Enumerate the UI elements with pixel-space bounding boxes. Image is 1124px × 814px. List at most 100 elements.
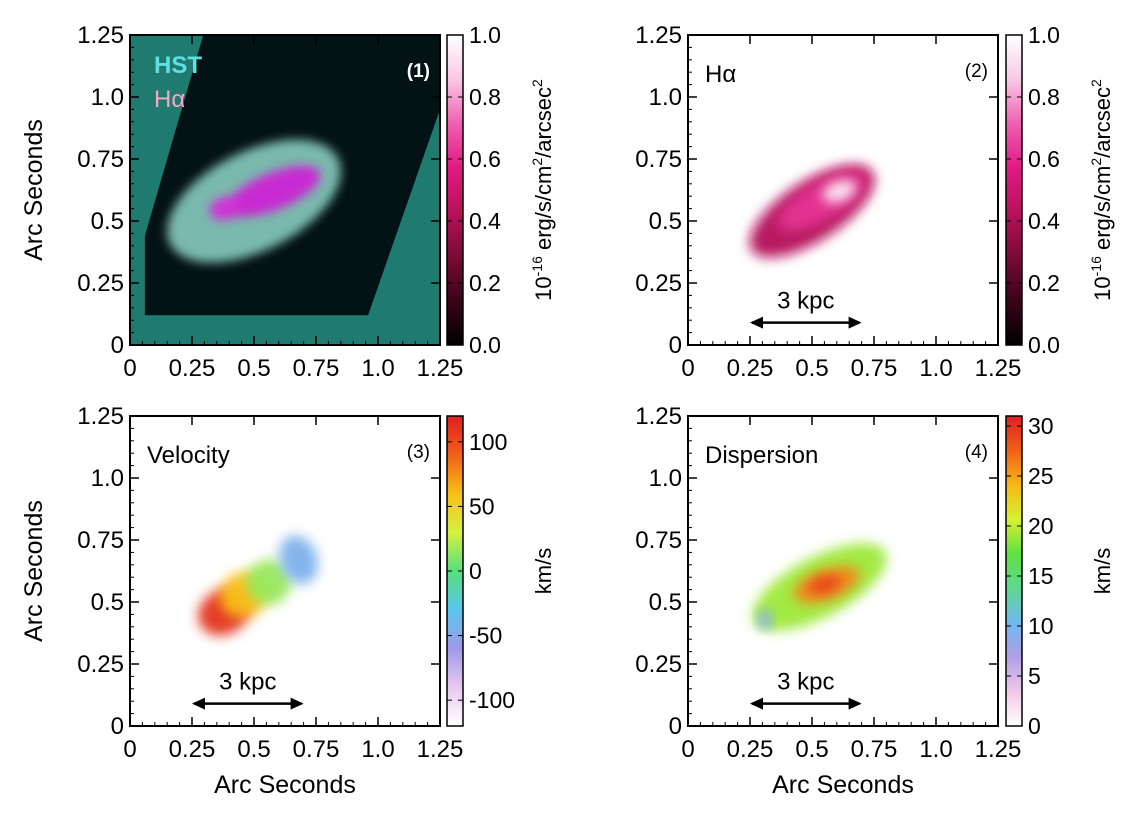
- scalebar-arrow-right: [848, 316, 862, 329]
- x-tick-label: 1.0: [361, 736, 394, 763]
- dispersion-blob: [757, 609, 773, 630]
- colorbar-tick-label: 25: [1028, 463, 1054, 489]
- colorbar-tick-label: 15: [1028, 563, 1054, 589]
- x-tick-label: 0: [681, 736, 694, 763]
- plot-frame: [129, 34, 441, 346]
- y-tick-label: 0.25: [77, 651, 124, 678]
- scalebar-arrow-left: [192, 697, 205, 710]
- scalebar-label: 3 kpc: [777, 669, 834, 696]
- x-tick-label: 0: [681, 355, 694, 382]
- colorbar: [1005, 415, 1023, 727]
- y-tick-label: 1.25: [635, 22, 682, 49]
- plot-area: [130, 416, 440, 726]
- x-tick-label: 0.75: [293, 355, 340, 382]
- x-tick-label: 1.0: [919, 736, 952, 763]
- colorbar-tick-label: 30: [1028, 413, 1054, 439]
- halpha-knot-blob: [209, 197, 239, 221]
- colorbar-tick-label: 0.2: [1028, 270, 1060, 296]
- y-tick-label: 0: [669, 713, 682, 740]
- colorbar-label-label-exp2: 2: [529, 158, 545, 166]
- colorbar-label-label-exp3: 2: [1088, 79, 1104, 87]
- scalebar-arrow-left: [750, 697, 763, 710]
- x-tick-label: 0: [123, 355, 136, 382]
- y-tick-label: 1.0: [91, 84, 124, 111]
- colorbar-label-label-mid: /arcsec: [1090, 87, 1115, 158]
- y-tick-label: 0: [111, 713, 124, 740]
- x-tick-label: 1.25: [417, 736, 464, 763]
- y-tick-label: 1.25: [77, 403, 124, 430]
- y-tick-label: 0.75: [77, 146, 124, 173]
- colorbar-tick-label: -100: [469, 687, 515, 713]
- panel-title: Dispersion: [705, 442, 818, 469]
- scalebar-label: 3 kpc: [777, 288, 834, 315]
- scalebar-arrow-left: [750, 316, 763, 329]
- panel-number: (3): [407, 442, 430, 463]
- y-tick-label: 0.75: [77, 527, 124, 554]
- colorbar-label-label-main: erg/s/cm: [531, 166, 556, 256]
- colorbar-tick-label: 0.6: [469, 146, 501, 172]
- x-tick-label: 0.75: [851, 736, 898, 763]
- y-tick-label: 0.5: [649, 589, 682, 616]
- scalebar-arrow-right: [848, 697, 862, 710]
- scalebar-arrow-right: [290, 697, 304, 710]
- y-tick-label: 0.5: [91, 208, 124, 235]
- y-tick-label: 1.0: [649, 465, 682, 492]
- x-tick-label: 1.0: [361, 355, 394, 382]
- x-tick-label: 0.25: [727, 736, 774, 763]
- x-tick-label: 0.5: [237, 736, 270, 763]
- panel-title-hst: HST: [154, 52, 202, 79]
- emission-blob: [822, 180, 856, 203]
- y-tick-label: 0.5: [91, 589, 124, 616]
- colorbar-label-label-prefix: 10: [1090, 276, 1115, 300]
- y-tick-label: 0.25: [635, 270, 682, 297]
- colorbar-label: km/s: [1090, 548, 1115, 594]
- colorbar-label-label-prefix: 10: [531, 276, 556, 300]
- x-tick-label: 0.5: [237, 355, 270, 382]
- halpha-core-blob: [227, 165, 321, 217]
- x-axis-label: Arc Seconds: [214, 771, 356, 799]
- colorbar-tick-label: 20: [1028, 513, 1054, 539]
- colorbar-tick-label: 1.0: [1028, 22, 1060, 48]
- panel-3: 0 0.25 0.5 0.75 1.0 1.25 0 0.25 0.5 0.75 1.0 1.25 Ar…: [20, 403, 556, 799]
- colorbar-tick-label: 100: [469, 429, 507, 455]
- colorbar-tick-label: -50: [469, 623, 502, 649]
- y-axis-label: Arc Seconds: [20, 500, 48, 642]
- velocity-blob: [279, 535, 319, 584]
- y-tick-label: 0.75: [635, 146, 682, 173]
- y-tick-label: 0.75: [635, 527, 682, 554]
- y-tick-label: 0: [111, 332, 124, 359]
- colorbar-tick-label: 0.0: [1028, 332, 1060, 358]
- colorbar-label-label-exp3: 2: [529, 79, 545, 87]
- x-tick-label: 0.75: [293, 736, 340, 763]
- y-tick-label: 0.25: [77, 270, 124, 297]
- panel-number: (4): [965, 442, 988, 463]
- colorbar-tick-label: 0.4: [1028, 208, 1060, 234]
- y-tick-label: 1.25: [635, 403, 682, 430]
- colorbar-label-label-mid: /arcsec: [531, 87, 556, 158]
- plot-frame: [687, 415, 999, 727]
- colorbar: [446, 34, 464, 346]
- y-tick-label: 1.0: [649, 84, 682, 111]
- x-tick-label: 0: [123, 736, 136, 763]
- panel-1: 0 0.25 0.5 0.75 1.0 1.25 0 0.25 0.5 0.75 1.0 1.25 Ar…: [20, 22, 556, 382]
- colorbar-label-label-exp2: 2: [1088, 158, 1104, 166]
- panel-number: (2): [965, 61, 988, 82]
- y-tick-label: 1.0: [91, 465, 124, 492]
- velocity-blob: [246, 559, 292, 605]
- colorbar-tick-label: 0.8: [469, 84, 501, 110]
- dispersion-blob: [807, 575, 842, 595]
- colorbar-label-label-main: erg/s/cm: [1090, 166, 1115, 256]
- colorbar-label-label-exponent: -16: [529, 256, 545, 276]
- x-tick-label: 0.25: [169, 355, 216, 382]
- colorbar-label: km/s: [531, 548, 556, 594]
- y-tick-label: 0.25: [635, 651, 682, 678]
- plot-area: [130, 35, 440, 345]
- x-tick-label: 0.5: [795, 355, 828, 382]
- panel-number: (1): [407, 61, 430, 82]
- y-axis-label: Arc Seconds: [20, 119, 48, 261]
- panel-title: Velocity: [147, 442, 230, 469]
- plot-frame: [687, 34, 999, 346]
- x-tick-label: 0.25: [727, 355, 774, 382]
- colorbar-tick-label: 0.4: [469, 208, 501, 234]
